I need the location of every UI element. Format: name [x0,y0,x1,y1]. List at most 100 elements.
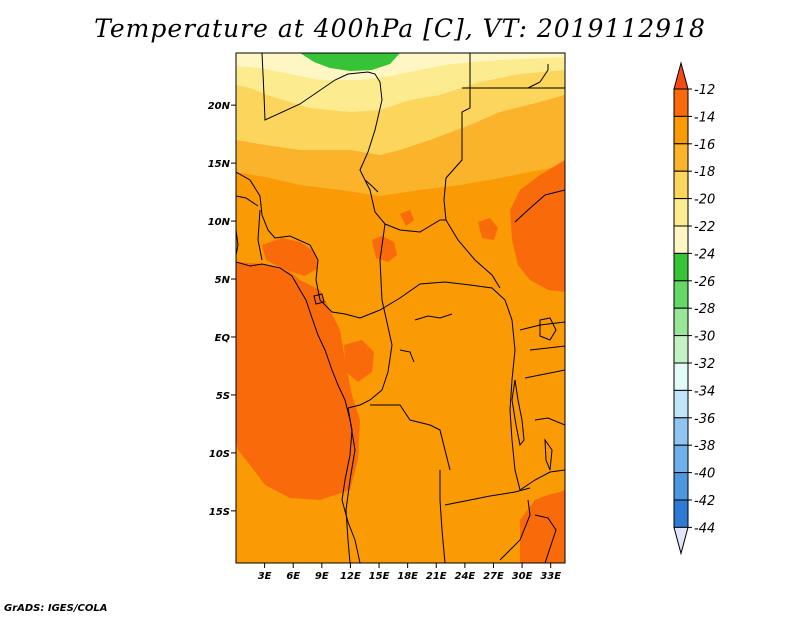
border-line [499,499,531,561]
border-line [529,345,565,351]
lon-tick-label: 30E [512,571,533,582]
colorbar-label: -22 [694,220,715,235]
colorbar: -12 -14 -16 -18 -20 -22 -24 -26 -28 -30 -32 -34 -36 -… [673,61,715,556]
lon-tick-label: 12E [340,571,361,582]
longitude-axis: 3E 6E 9E 12E 15E 18E 21E 24E 27E 30E 33E [258,563,561,582]
lake-outline [544,438,553,471]
border-line [370,404,451,471]
lon-tick-label: 33E [540,571,561,582]
colorbar-swatch [673,198,689,227]
colorbar-label: -32 [694,357,715,372]
colorbar-label: -16 [694,138,715,153]
field-warm-southeast [520,490,565,563]
colorbar-swatch [673,170,689,200]
colorbar-label: -20 [694,193,715,208]
lake-outline [539,317,557,341]
colorbar-swatch [673,225,689,254]
lat-tick-label: 5S [216,391,230,402]
border-line [236,171,276,239]
border-line [514,189,565,223]
border-line [347,317,393,409]
lake-outline [313,293,325,305]
colorbar-label: -30 [694,330,715,345]
colorbar-label: -40 [694,467,715,482]
river-line [414,313,453,321]
border-line [236,195,259,207]
colorbar-label: -24 [694,247,715,262]
coast-detail [527,64,549,89]
colorbar-swatch [673,472,689,501]
colorbar-swatch [673,362,689,391]
temperature-field [236,53,565,563]
lat-tick-label: EQ [215,333,231,344]
country-borders [236,53,565,563]
coastline [236,261,356,563]
colorbar-swatch [673,115,689,145]
lat-tick-label: 20N [208,101,231,112]
lat-tick-label: 15S [209,507,230,518]
coastline [236,229,239,256]
border-line [384,219,501,289]
lon-tick-label: 9E [315,571,329,582]
map-frame [235,52,566,564]
lon-tick-label: 21E [426,571,447,582]
field-warm-blob-4 [400,210,414,226]
lake-outline [511,379,525,447]
border-line [257,209,263,261]
colorbar-bottom-arrow [673,526,689,556]
coast-detail [364,179,379,193]
border-line [379,223,387,319]
border-line [341,407,361,563]
colorbar-swatch [673,444,689,474]
border-line [444,487,531,506]
border-line [534,514,557,563]
lat-tick-label: 10N [208,217,231,228]
border-line [504,299,521,491]
colorbar-label: -18 [694,165,715,180]
lat-tick-label: 5N [215,275,231,286]
border-line [524,369,565,379]
border-line [534,417,565,426]
lon-tick-label: 15E [369,571,390,582]
lon-tick-label: 27E [483,571,504,582]
lat-tick-label: 10S [209,449,230,460]
field-warm-northwest [262,238,318,276]
field-warm-blob-1 [372,236,397,262]
border-line [439,470,446,563]
field-green-patch [300,53,400,71]
lon-tick-label: 24E [454,571,475,582]
field-warm-blob-3 [344,340,374,382]
colorbar-label: -36 [694,412,715,427]
lon-tick-label: 6E [286,571,300,582]
colorbar-swatch [673,143,689,172]
river-line [399,349,415,363]
colorbar-label: -26 [694,275,715,290]
lon-tick-label: 18E [397,571,418,582]
colorbar-label: -42 [694,494,715,509]
grads-credit: GrADS: IGES/COLA [4,603,108,614]
lon-tick-label: 3E [258,571,272,582]
colorbar-label: -14 [694,110,715,125]
colorbar-swatch [673,252,689,282]
colorbar-swatch [673,499,689,528]
colorbar-swatch [673,335,689,364]
colorbar-swatch [673,417,689,446]
colorbar-label: -34 [694,384,715,399]
border-line [443,53,471,221]
colorbar-label: -38 [694,439,715,454]
colorbar-label: -44 [694,521,715,536]
colorbar-swatch [673,307,689,337]
colorbar-label: -28 [694,302,715,317]
colorbar-swatch [673,280,689,309]
border-line [274,235,361,319]
field-warm-blob-2 [478,218,498,240]
colorbar-swatch [673,389,689,419]
colorbar-swatch [673,88,689,117]
lat-tick-label: 15N [208,159,231,170]
border-line [519,469,565,491]
colorbar-top-arrow [673,61,689,90]
chart-title: Temperature at 400hPa [C], VT: 201911291… [94,14,706,43]
colorbar-label: -12 [694,83,715,98]
latitude-axis: 20N 15N 10N 5N EQ 5S 10S 15S [208,101,236,518]
